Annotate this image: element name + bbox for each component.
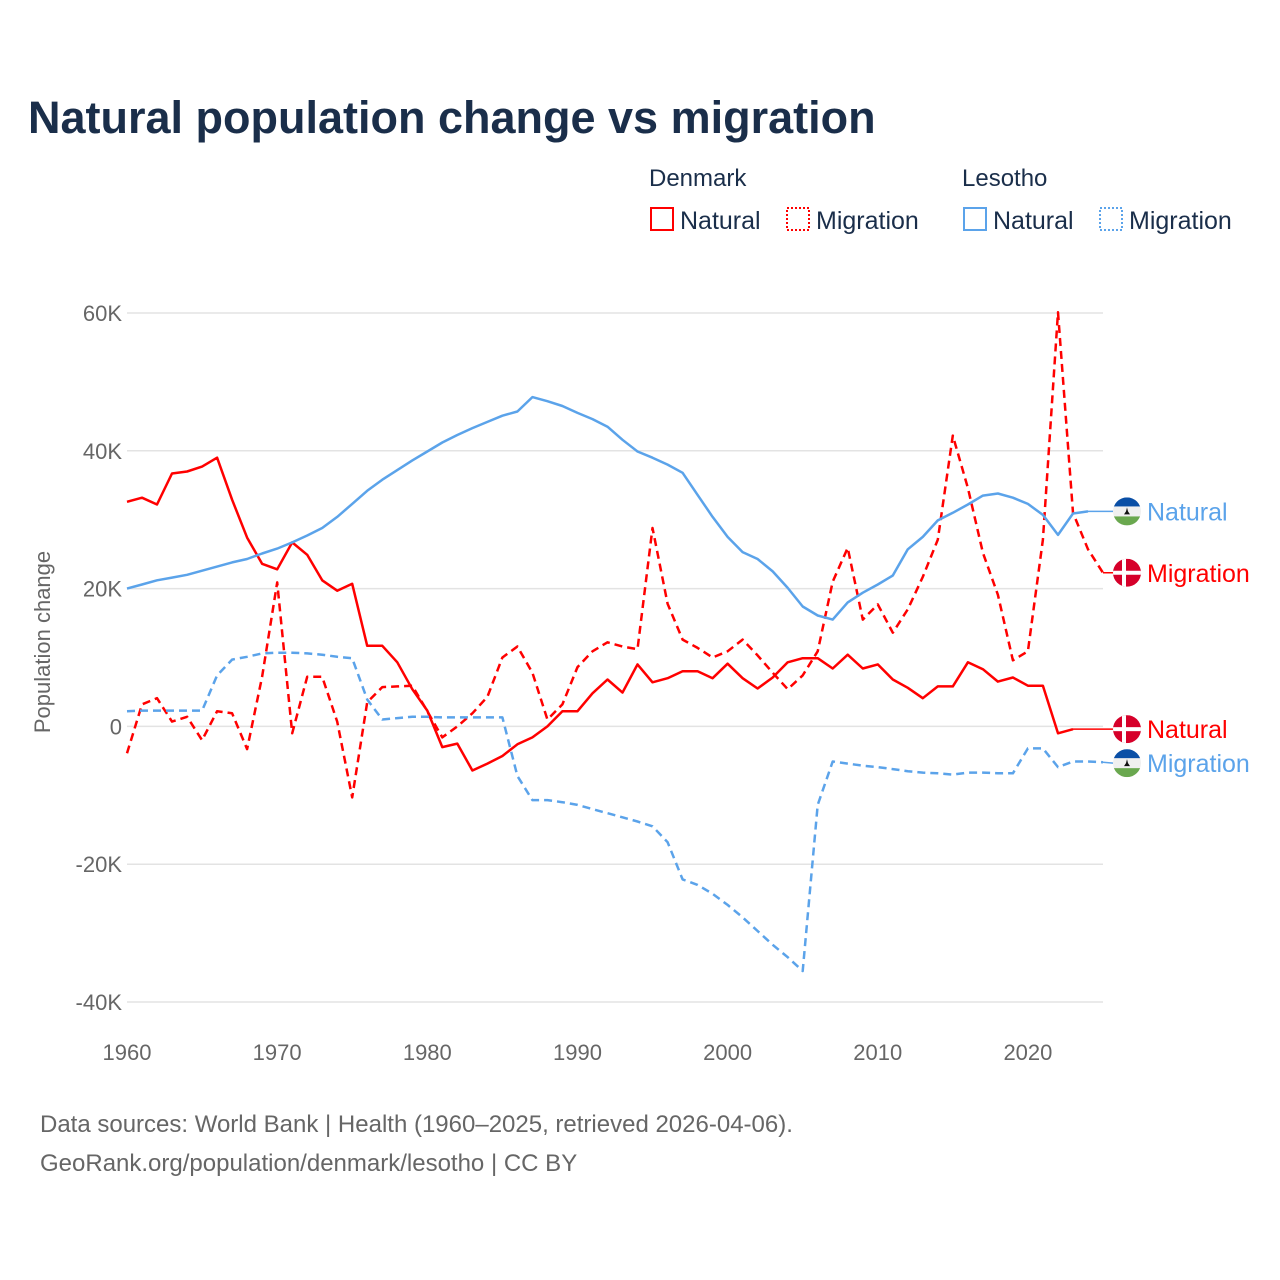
x-tick-label: 2020 bbox=[1003, 1040, 1052, 1065]
series-lines bbox=[125, 311, 1105, 973]
series-end-labels: Natural Migration Natural Migration bbox=[1072, 497, 1250, 778]
y-axis-title: Population change bbox=[30, 551, 55, 733]
series-line-lesotho-migration[interactable] bbox=[126, 651, 1104, 973]
y-tick-label: 60K bbox=[83, 301, 122, 326]
end-label-lesotho-migration[interactable]: Migration bbox=[1102, 749, 1250, 778]
series-line-lesotho-natural[interactable] bbox=[126, 395, 1089, 621]
legend-label-lesotho-natural[interactable]: Natural bbox=[993, 207, 1074, 235]
y-tick-label: 0 bbox=[110, 714, 122, 739]
x-tick-label: 1960 bbox=[103, 1040, 152, 1065]
legend-label-denmark-migration[interactable]: Migration bbox=[816, 207, 919, 235]
x-tick-label: 1990 bbox=[553, 1040, 602, 1065]
end-label-text: Migration bbox=[1147, 750, 1250, 778]
x-tick-label: 2010 bbox=[853, 1040, 902, 1065]
legend-swatch-denmark-natural[interactable] bbox=[650, 207, 674, 231]
x-tick-label: 1980 bbox=[403, 1040, 452, 1065]
y-tick-label: -20K bbox=[76, 852, 123, 877]
y-axis: 60K 40K 20K 0 -20K -40K bbox=[76, 301, 123, 1015]
chart-title: Natural population change vs migration bbox=[28, 92, 876, 143]
legend-swatch-denmark-migration[interactable] bbox=[786, 207, 810, 231]
end-label-text: Natural bbox=[1147, 498, 1228, 526]
series-line-denmark-natural[interactable] bbox=[126, 456, 1074, 772]
y-tick-label: 40K bbox=[83, 439, 122, 464]
legend-label-denmark-natural[interactable]: Natural bbox=[680, 207, 761, 235]
y-tick-label: -40K bbox=[76, 990, 123, 1015]
end-label-text: Migration bbox=[1147, 560, 1250, 588]
x-tick-label: 1970 bbox=[253, 1040, 302, 1065]
x-tick-label: 2000 bbox=[703, 1040, 752, 1065]
x-axis: 1960 1970 1980 1990 2000 2010 2020 bbox=[103, 1040, 1053, 1065]
gridlines bbox=[127, 312, 1103, 1003]
legend-label-lesotho-migration[interactable]: Migration bbox=[1129, 207, 1232, 235]
footer-sources: Data sources: World Bank | Health (1960–… bbox=[40, 1111, 793, 1138]
y-tick-label: 20K bbox=[83, 577, 122, 602]
legend-swatch-lesotho-natural[interactable] bbox=[963, 207, 987, 231]
footer-link[interactable]: GeoRank.org/population/denmark/lesotho |… bbox=[40, 1150, 577, 1177]
end-label-text: Natural bbox=[1147, 716, 1228, 744]
end-label-denmark-natural[interactable]: Natural bbox=[1072, 715, 1228, 744]
legend-swatch-lesotho-migration[interactable] bbox=[1099, 207, 1123, 231]
end-label-lesotho-natural[interactable]: Natural bbox=[1087, 497, 1228, 526]
label-connector bbox=[1102, 761, 1114, 764]
denmark-flag-icon bbox=[1113, 715, 1141, 744]
legend: Denmark Natural Migration Lesotho Natura… bbox=[649, 165, 1232, 235]
legend-country-denmark: Denmark bbox=[649, 165, 747, 192]
legend-country-lesotho: Lesotho bbox=[962, 165, 1047, 192]
denmark-flag-icon bbox=[1113, 558, 1141, 587]
lesotho-flag-icon bbox=[1113, 497, 1141, 526]
end-label-denmark-migration[interactable]: Migration bbox=[1103, 558, 1250, 588]
series-line-denmark-migration[interactable] bbox=[125, 311, 1105, 799]
lesotho-flag-icon bbox=[1113, 749, 1141, 778]
